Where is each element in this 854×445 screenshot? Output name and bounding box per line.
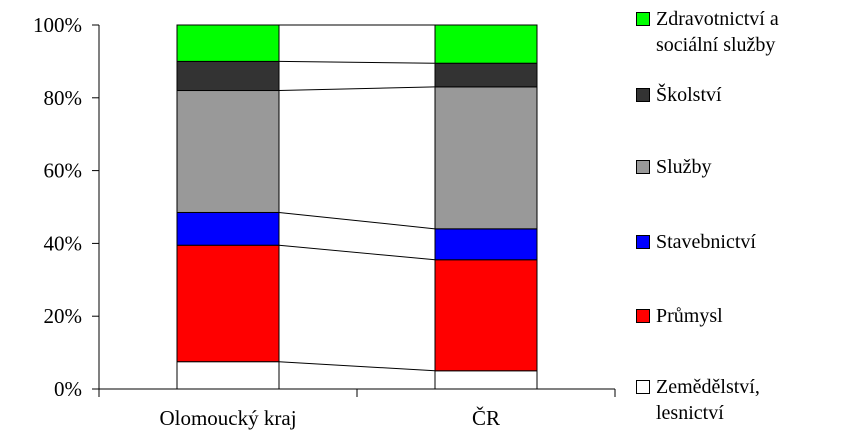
legend-swatch [636,309,650,323]
bar-segment-0-3 [176,90,280,213]
legend-item: Zdravotnictví a sociální služby [636,6,779,58]
bar-segment-1-0 [434,370,538,390]
legend-item: Stavebnictví [636,229,756,255]
legend-label: Průmysl [656,305,723,327]
bar-segment-1-4 [434,62,538,88]
legend-item: Školství [636,82,722,108]
bar-segment-1-1 [434,259,538,372]
y-tick-label: 40% [44,231,83,255]
legend-label: Zdravotnictví a sociální služby [656,8,779,56]
legend-swatch [636,160,650,174]
y-tick-label: 0% [54,377,82,401]
series-lines-group [278,24,436,372]
x-category-labels: Olomoucký kraj ČR [159,406,500,430]
bar-segment-0-4 [176,60,280,92]
bar-segment-0-0 [176,361,280,390]
y-tick-label: 80% [44,86,83,110]
legend-swatch [636,380,650,394]
legend-item: Zemědělství, lesnictví [636,374,760,426]
y-tick-labels: 0% 20% 40% 60% 80% 100% [33,13,82,401]
series-line-1 [278,244,436,261]
bar-segment-0-1 [176,244,280,363]
legend-swatch [636,12,650,26]
series-line-0 [278,361,436,372]
x-category-label: ČR [472,406,500,430]
legend-label: Stavebnictví [656,231,756,253]
y-tick-label: 100% [33,13,82,37]
bar-segment-1-2 [434,228,538,261]
axes-group [92,24,616,397]
legend-item: Průmysl [636,303,723,329]
y-tick-label: 20% [44,304,83,328]
bar-segment-1-5 [434,24,538,64]
legend: Zdravotnictví a sociální služby Školství S… [636,0,854,445]
legend-label: Služby [656,156,712,178]
series-line-3 [278,86,436,92]
x-category-label: Olomoucký kraj [159,406,296,430]
legend-item: Služby [636,154,712,180]
bars-group [176,24,538,390]
series-line-2 [278,211,436,230]
legend-swatch [636,88,650,102]
bar-segment-0-2 [176,211,280,246]
legend-label: Školství [656,84,722,106]
bar-segment-1-3 [434,86,538,230]
bar-segment-0-5 [176,24,280,62]
series-line-4 [278,60,436,64]
legend-label: Zemědělství, lesnictví [656,376,760,424]
legend-swatch [636,235,650,249]
y-tick-label: 60% [44,159,83,183]
